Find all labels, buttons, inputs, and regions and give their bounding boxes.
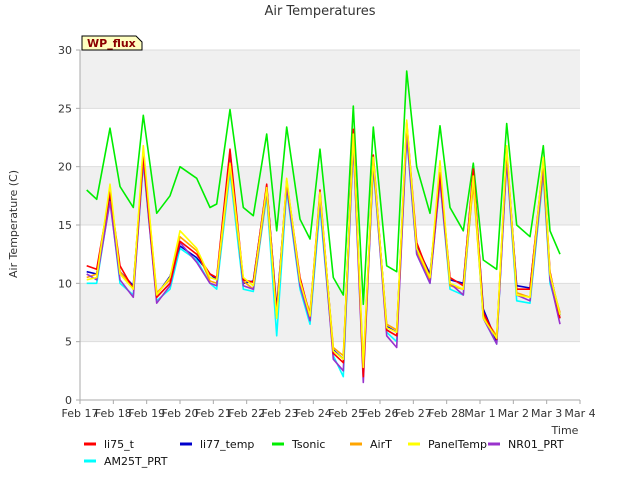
grid-band [80,50,580,109]
x-tick-label: Feb 20 [162,407,199,420]
x-tick-label: Feb 22 [228,407,265,420]
x-tick-label: Feb 27 [395,407,432,420]
y-tick-label: 15 [58,219,72,232]
series-line-paneltemp [86,119,561,369]
x-tick-label: Feb 21 [195,407,232,420]
legend-label-nr01_prt: NR01_PRT [508,438,564,451]
x-tick-label: Feb 18 [95,407,132,420]
legend-label-tsonic: Tsonic [291,438,325,451]
y-tick-label: 25 [58,102,72,115]
legend: li75_t li77_temp Tsonic AirT PanelTemp NR01_P… [84,438,564,468]
x-tick-label: Mar 4 [564,407,595,420]
x-tick-label: Feb 17 [62,407,99,420]
legend-label-li75_t: li75_t [104,438,135,451]
badge: WP_flux [81,35,143,51]
plot-background [80,49,580,401]
y-tick-label: 20 [58,161,72,174]
y-tick-label: 10 [58,277,72,290]
chart-title: Air Temperatures [264,4,375,19]
x-tick-label: Feb 24 [295,407,332,420]
x-tick-label: Feb 25 [328,407,365,420]
legend-label-paneltemp: PanelTemp [428,438,487,451]
x-tick-label: Mar 1 [464,407,495,420]
x-tick-label: Feb 23 [262,407,299,420]
badge-box [81,35,143,51]
y-tick-label: 0 [65,394,72,407]
series-line-tsonic [86,70,561,306]
x-tick-label: Feb 28 [428,407,465,420]
x-tick-label: Feb 19 [128,407,165,420]
series-lines [86,70,561,384]
x-tick-label: Mar 2 [498,407,529,420]
legend-label-am25t_prt: AM25T_PRT [104,455,168,468]
x-tick-label: Mar 3 [531,407,562,420]
legend-label-li77_temp: li77_temp [200,438,254,451]
y-tick-label: 30 [58,44,72,57]
x-tick-label: Feb 26 [362,407,399,420]
grid-band [80,166,580,225]
badge-text: WP_flux [87,37,136,50]
y-axis-label: Air Temperature (C) [7,170,20,278]
x-axis-label: Time [551,424,579,437]
legend-label-airt: AirT [370,438,392,451]
y-tick-label: 5 [65,336,72,349]
